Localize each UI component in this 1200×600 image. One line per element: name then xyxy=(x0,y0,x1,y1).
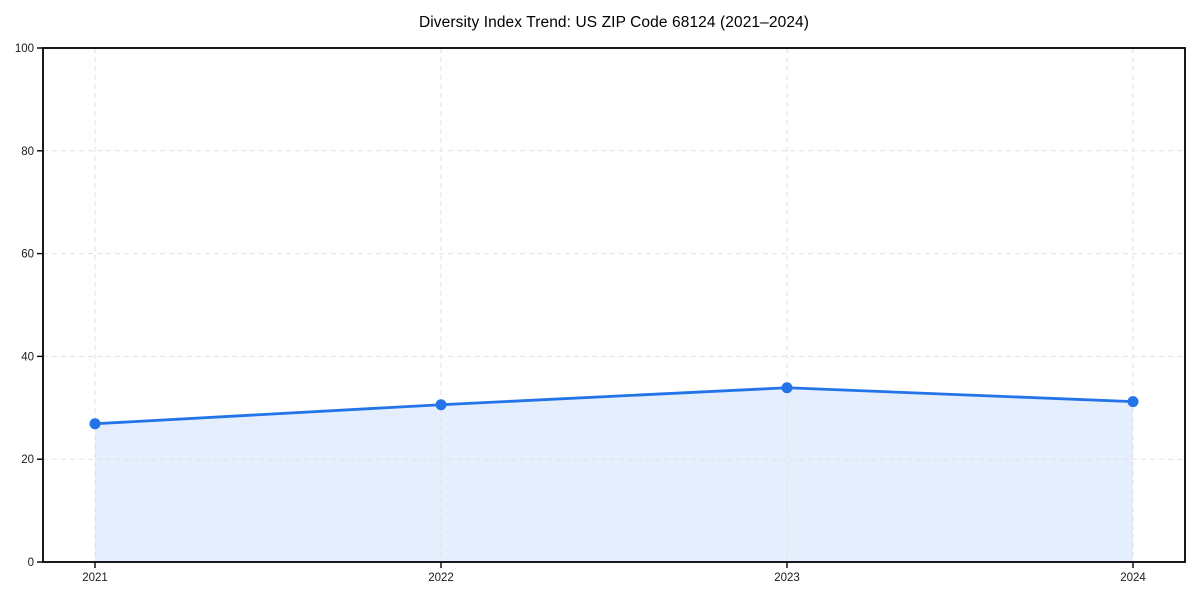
y-tick-label-80: 80 xyxy=(21,146,34,158)
y-tick-label-60: 60 xyxy=(21,249,34,261)
area-fill xyxy=(95,387,1133,562)
plot-border xyxy=(42,47,1186,563)
x-tick-label-2022: 2022 xyxy=(428,572,454,584)
y-tick-label-0: 0 xyxy=(28,557,34,569)
chart-title: Diversity Index Trend: US ZIP Code 68124… xyxy=(418,14,810,31)
y-tick-label-40: 40 xyxy=(21,351,34,363)
y-tick-label-100: 100 xyxy=(15,43,34,55)
data-point-2023 xyxy=(781,382,793,394)
data-point-2024 xyxy=(1127,396,1139,408)
data-point-2021 xyxy=(89,418,101,430)
x-tick-label-2021: 2021 xyxy=(82,572,108,584)
x-tick-label-2024: 2024 xyxy=(1120,572,1146,584)
series-line xyxy=(93,386,1135,426)
data-point-2022 xyxy=(435,399,447,411)
x-tick-label-2023: 2023 xyxy=(774,572,800,584)
y-tick-label-20: 20 xyxy=(21,454,34,466)
